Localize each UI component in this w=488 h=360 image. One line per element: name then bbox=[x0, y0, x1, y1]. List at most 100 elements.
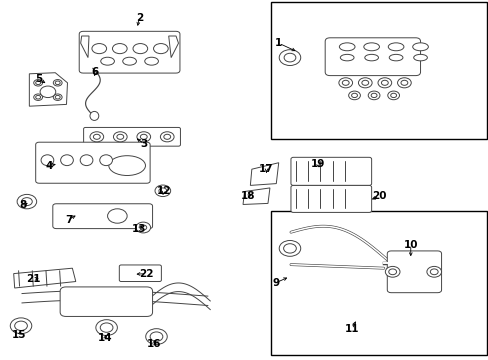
Circle shape bbox=[34, 80, 42, 86]
Circle shape bbox=[140, 225, 146, 230]
Text: 19: 19 bbox=[310, 159, 325, 169]
Text: 14: 14 bbox=[98, 333, 112, 343]
Polygon shape bbox=[81, 36, 89, 58]
FancyBboxPatch shape bbox=[53, 204, 152, 229]
Circle shape bbox=[377, 78, 391, 88]
Circle shape bbox=[163, 134, 170, 139]
Circle shape bbox=[342, 80, 348, 85]
Circle shape bbox=[150, 332, 163, 341]
Circle shape bbox=[279, 50, 300, 66]
Circle shape bbox=[361, 80, 368, 85]
Circle shape bbox=[385, 266, 399, 277]
Circle shape bbox=[351, 93, 357, 98]
FancyBboxPatch shape bbox=[386, 251, 441, 293]
Text: 20: 20 bbox=[371, 191, 386, 201]
Circle shape bbox=[160, 132, 174, 142]
Text: 7: 7 bbox=[64, 215, 72, 225]
Ellipse shape bbox=[387, 43, 403, 51]
Ellipse shape bbox=[340, 54, 353, 61]
Circle shape bbox=[136, 222, 150, 233]
Polygon shape bbox=[243, 188, 269, 204]
FancyBboxPatch shape bbox=[325, 38, 420, 76]
Circle shape bbox=[400, 80, 407, 85]
Circle shape bbox=[53, 80, 62, 86]
Ellipse shape bbox=[112, 44, 127, 54]
Ellipse shape bbox=[388, 54, 402, 61]
Circle shape bbox=[390, 93, 396, 98]
Ellipse shape bbox=[413, 54, 427, 61]
Polygon shape bbox=[250, 163, 278, 185]
Text: 5: 5 bbox=[36, 74, 42, 84]
Text: 16: 16 bbox=[146, 339, 161, 349]
FancyBboxPatch shape bbox=[79, 31, 180, 73]
Circle shape bbox=[36, 81, 41, 85]
FancyBboxPatch shape bbox=[36, 142, 150, 183]
Circle shape bbox=[55, 81, 60, 85]
Circle shape bbox=[367, 91, 379, 100]
Text: 18: 18 bbox=[241, 191, 255, 201]
Circle shape bbox=[388, 269, 396, 275]
Ellipse shape bbox=[108, 156, 145, 175]
Text: 1: 1 bbox=[275, 38, 282, 48]
Circle shape bbox=[90, 132, 103, 142]
Polygon shape bbox=[14, 268, 76, 288]
Circle shape bbox=[17, 194, 37, 209]
Ellipse shape bbox=[133, 44, 147, 54]
Circle shape bbox=[338, 78, 352, 88]
Circle shape bbox=[137, 132, 150, 142]
Circle shape bbox=[348, 91, 360, 100]
Ellipse shape bbox=[90, 111, 99, 120]
Text: 13: 13 bbox=[132, 224, 146, 234]
Circle shape bbox=[159, 188, 166, 194]
Circle shape bbox=[358, 78, 371, 88]
Circle shape bbox=[10, 318, 32, 334]
FancyBboxPatch shape bbox=[83, 127, 180, 146]
Circle shape bbox=[93, 134, 100, 139]
Polygon shape bbox=[29, 73, 67, 106]
FancyBboxPatch shape bbox=[290, 185, 371, 212]
Circle shape bbox=[145, 329, 167, 345]
Ellipse shape bbox=[101, 57, 114, 65]
Circle shape bbox=[155, 185, 170, 197]
Ellipse shape bbox=[339, 43, 354, 51]
Ellipse shape bbox=[61, 155, 73, 166]
Circle shape bbox=[34, 94, 42, 100]
Polygon shape bbox=[168, 36, 178, 58]
Text: 21: 21 bbox=[26, 274, 41, 284]
Circle shape bbox=[397, 78, 410, 88]
Text: 3: 3 bbox=[141, 139, 147, 149]
Circle shape bbox=[387, 91, 399, 100]
Bar bbox=[271, 211, 486, 355]
FancyBboxPatch shape bbox=[290, 157, 371, 185]
Text: 2: 2 bbox=[136, 13, 142, 23]
Circle shape bbox=[117, 134, 123, 139]
Text: 22: 22 bbox=[139, 269, 154, 279]
Text: 10: 10 bbox=[403, 240, 417, 250]
Ellipse shape bbox=[92, 44, 106, 54]
Circle shape bbox=[284, 53, 295, 62]
Circle shape bbox=[429, 269, 437, 275]
Ellipse shape bbox=[144, 57, 158, 65]
Ellipse shape bbox=[364, 54, 378, 61]
Ellipse shape bbox=[363, 43, 379, 51]
Text: 6: 6 bbox=[92, 67, 99, 77]
Ellipse shape bbox=[100, 155, 112, 166]
Circle shape bbox=[370, 93, 376, 98]
FancyBboxPatch shape bbox=[60, 287, 152, 316]
Ellipse shape bbox=[107, 209, 127, 223]
Circle shape bbox=[100, 323, 113, 332]
Circle shape bbox=[140, 134, 147, 139]
Text: 4: 4 bbox=[45, 161, 53, 171]
Circle shape bbox=[15, 321, 27, 330]
Text: 8: 8 bbox=[20, 200, 27, 210]
Circle shape bbox=[40, 86, 56, 98]
Ellipse shape bbox=[41, 155, 54, 166]
Text: 15: 15 bbox=[12, 330, 27, 340]
Circle shape bbox=[381, 80, 387, 85]
Text: 11: 11 bbox=[344, 324, 359, 334]
Circle shape bbox=[96, 320, 117, 336]
Circle shape bbox=[426, 266, 441, 277]
Text: 12: 12 bbox=[156, 186, 171, 196]
Circle shape bbox=[283, 244, 296, 253]
Ellipse shape bbox=[153, 44, 168, 54]
